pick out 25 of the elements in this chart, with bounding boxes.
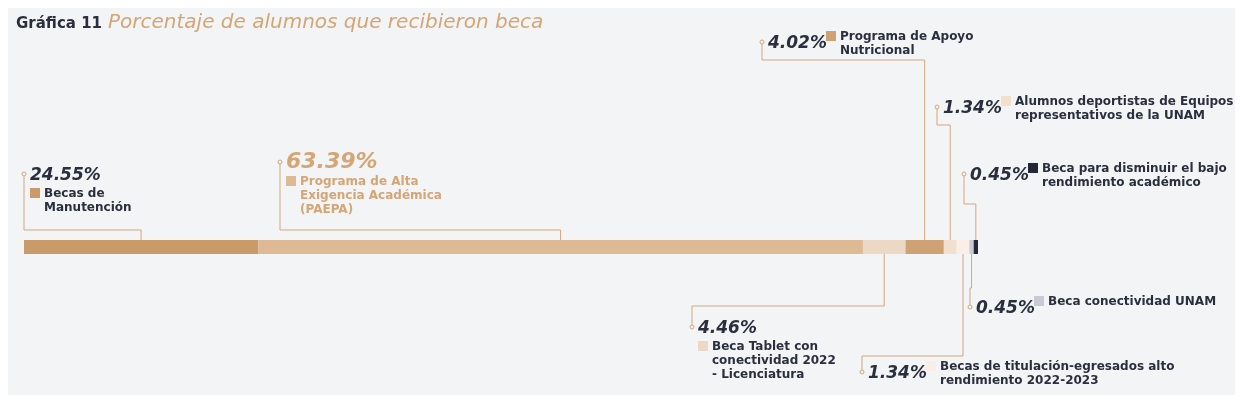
data-label: 4.02% [767,32,827,52]
data-label: 0.45% [976,297,1035,317]
bar [973,240,978,254]
legend-label: Programa de Apoyo Nutricional [840,29,974,57]
data-label: 0.45% [970,164,1029,184]
data-label: 24.55% [30,164,101,184]
data-label: 1.34% [943,97,1002,117]
data-label: 4.46% [697,317,757,337]
legend-label: Alumnos deportistas de Equipos representativos de la UNAM [1015,94,1234,122]
legend-label: Beca conectividad UNAM [1048,294,1217,308]
legend-label: Beca Tablet con conectividad 2022 - Licenciatura [712,339,836,381]
bar [862,240,906,254]
data-label: 1.34% [868,362,927,382]
legend-label: Beca para disminuir el bajo rendimiento académico [1042,161,1227,189]
chart-title: Gráfica 11 [16,14,103,32]
legend-label: Becas de titulación-egresados alto rendimiento 2022-2023 [940,359,1175,387]
bar [258,240,863,254]
bar [24,240,259,254]
bar [969,240,974,254]
chart-subtitle: Porcentaje de alumnos que recibieron beca [108,9,544,33]
bar [956,240,970,254]
bar [943,240,957,254]
legend-label: Programa de Alta Exigencia Académica (PAEPA) [300,174,442,216]
legend-label: Becas de Manutención [44,186,132,214]
data-label: 63.39% [286,148,378,173]
